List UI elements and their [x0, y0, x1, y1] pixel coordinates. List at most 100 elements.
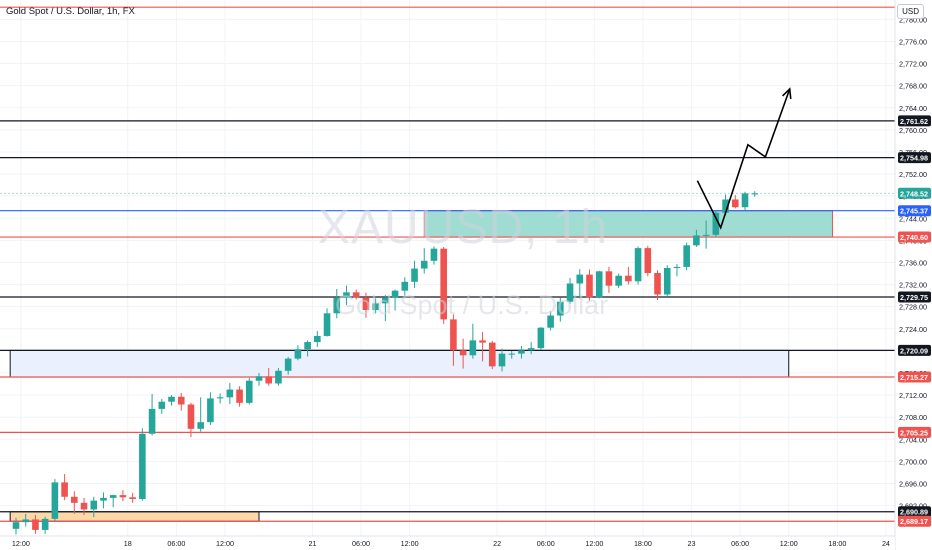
candle-body: [693, 235, 700, 246]
price-tag: [898, 115, 931, 127]
price-tag: [898, 371, 931, 383]
candle-body: [197, 422, 204, 429]
price-tick-label: 2,768.00: [899, 82, 927, 91]
time-tick-label: 12:00: [12, 539, 30, 548]
price-tick-label: 2,736.00: [899, 258, 927, 267]
price-tick-label: 2,692.00: [899, 502, 927, 511]
candle-body: [71, 496, 78, 503]
price-tag-label: 2,754.98: [900, 154, 928, 163]
candle-body: [333, 297, 341, 314]
price-tick-label: 2,704.00: [899, 435, 927, 444]
price-tag-label: 2,745.37: [900, 207, 928, 216]
price-tick-label: 2,744.00: [899, 214, 927, 223]
candle-body: [712, 212, 720, 235]
candle-body: [673, 266, 681, 268]
candle-body: [751, 193, 759, 195]
candle-body: [187, 404, 195, 429]
candle-body: [216, 397, 224, 399]
candle-body: [284, 358, 292, 371]
price-tick-label: 2,708.00: [899, 413, 927, 422]
price-tick-label: 2,700.00: [899, 457, 927, 466]
time-axis[interactable]: 12:00 18 06:00 12:00 21 06:00 12:00 22 06:00 12:0…: [0, 535, 895, 550]
candle-body: [362, 297, 370, 310]
candle-body: [304, 342, 311, 350]
candle-body: [430, 248, 438, 261]
price-tag-label: 2,748.52: [900, 189, 928, 198]
candle-body: [207, 398, 214, 423]
candle-body: [255, 376, 263, 381]
time-tick-label: 22: [493, 539, 501, 548]
candle-body: [314, 335, 321, 343]
candle-body: [547, 315, 554, 328]
price-tick-label: 2,760.00: [899, 126, 927, 135]
price-tick-label: 2,772.00: [899, 60, 927, 69]
candle-body: [129, 497, 136, 499]
price-zones: [9, 210, 833, 522]
projection-path: [696, 87, 792, 230]
candle-body: [508, 353, 516, 355]
price-tick-label: 2,696.00: [899, 480, 927, 489]
price-axis[interactable]: 2,692.00 2,696.00 2,700.00 2,704.00 2,708.00…: [894, 0, 932, 550]
price-tag: [898, 187, 931, 199]
price-tick-label: 2,752.00: [899, 170, 927, 179]
time-tick-label: 06:00: [167, 539, 185, 548]
candle-body: [518, 350, 525, 354]
candle-body: [498, 353, 506, 367]
price-tag: [898, 291, 931, 303]
time-tick-label: 12:00: [585, 539, 603, 548]
candle-body: [391, 290, 399, 298]
candle-body: [654, 272, 661, 295]
time-tick-label: 18:00: [634, 539, 652, 548]
candle-body: [168, 396, 175, 402]
candle-body: [177, 396, 185, 405]
candle-body: [245, 380, 253, 403]
price-tag-label: 2,729.75: [900, 293, 928, 302]
candle-body: [741, 193, 749, 208]
candle-body: [469, 340, 477, 356]
candle-body: [12, 522, 20, 529]
candle-body: [119, 495, 127, 498]
price-tick-label: 2,728.00: [899, 303, 927, 312]
candle-body: [41, 518, 49, 530]
candle-body: [527, 348, 535, 351]
price-tag: [898, 426, 931, 438]
candle-body: [625, 275, 632, 282]
candle-body: [100, 497, 107, 501]
symbol-title[interactable]: Gold Spot / U.S. Dollar, 1h, FX: [6, 6, 135, 17]
candle-body: [644, 248, 652, 273]
price-axis-bg: [895, 0, 932, 550]
price-tick-label: 2,712.00: [899, 391, 927, 400]
candle-body: [683, 245, 690, 267]
candle-body: [615, 275, 622, 286]
candle-body: [51, 482, 59, 519]
currency-button[interactable]: USD: [897, 4, 924, 19]
candle-body: [236, 389, 243, 403]
time-axis-bg: [0, 536, 895, 550]
price-tick-label: 2,732.00: [899, 281, 927, 290]
candle-body: [557, 301, 564, 316]
candle-body: [411, 268, 418, 282]
candle-body: [731, 199, 739, 208]
candle-body: [488, 342, 496, 367]
time-tick-label: 06:00: [731, 539, 749, 548]
time-tick-label: 12:00: [216, 539, 234, 548]
price-tag-label: 2,715.27: [900, 373, 928, 382]
candle-body: [459, 350, 467, 356]
candle-body: [537, 327, 545, 349]
price-tag-label: 2,720.09: [900, 346, 928, 355]
candle-body: [479, 340, 486, 343]
price-tag: [898, 152, 931, 164]
candle-body: [586, 274, 593, 298]
price-tag-label: 2,689.17: [900, 517, 928, 526]
candle-body: [576, 274, 584, 284]
candle-body: [450, 319, 457, 351]
price-tag: [898, 506, 931, 518]
time-tick-label: 12:00: [401, 539, 419, 548]
candle-body: [440, 248, 447, 320]
candle-body: [275, 370, 282, 384]
candle-body: [663, 268, 671, 295]
candle-body: [401, 281, 409, 291]
time-tick-label: 18: [124, 539, 132, 548]
price-tag: [898, 344, 931, 356]
